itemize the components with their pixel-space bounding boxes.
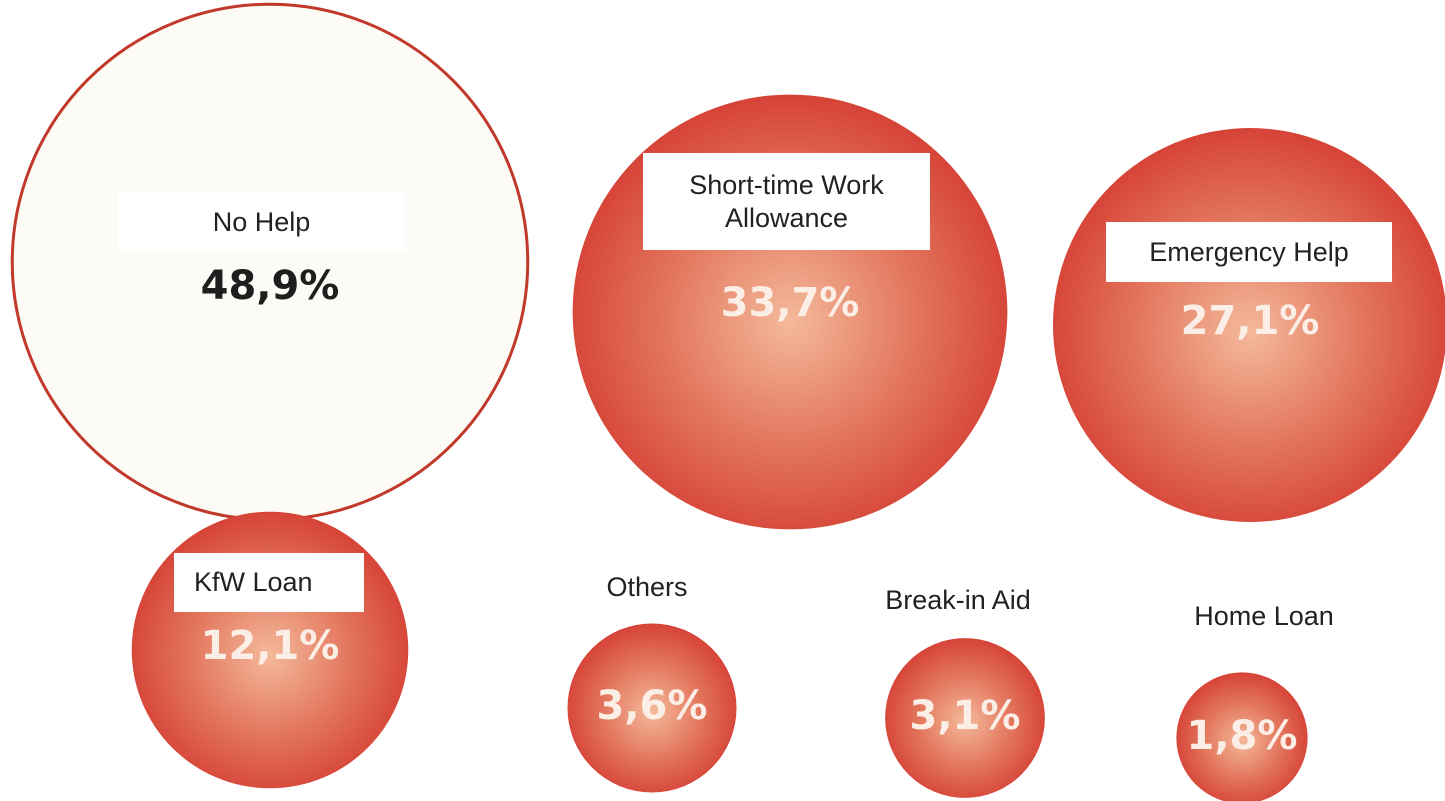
value-label: 48,9% bbox=[201, 263, 340, 309]
category-label: KfW Loan bbox=[174, 553, 364, 612]
value-label: 3,1% bbox=[910, 693, 1021, 739]
category-label: No Help bbox=[118, 192, 405, 252]
category-label: Others bbox=[606, 571, 688, 602]
category-label: Short-time Work Allowance bbox=[643, 153, 930, 250]
value-label: 1,8% bbox=[1187, 713, 1298, 759]
bubble bbox=[567, 623, 737, 793]
value-label: 33,7% bbox=[721, 280, 860, 326]
bubble bbox=[885, 638, 1045, 798]
bubble bbox=[1176, 672, 1308, 801]
value-label: 27,1% bbox=[1181, 298, 1320, 344]
category-label: Break-in Aid bbox=[885, 584, 1031, 615]
value-label: 12,1% bbox=[201, 623, 340, 669]
category-label: Emergency Help bbox=[1106, 222, 1392, 282]
value-label: 3,6% bbox=[597, 683, 708, 729]
category-label: Home Loan bbox=[1194, 600, 1334, 631]
bubble bbox=[10, 2, 530, 522]
